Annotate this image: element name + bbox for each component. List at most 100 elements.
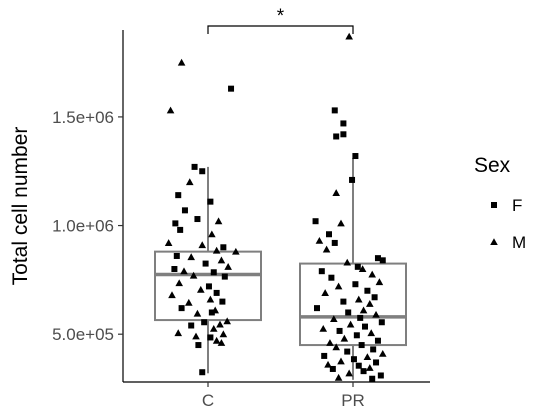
data-point-f	[331, 107, 338, 114]
data-point-m	[174, 329, 183, 337]
data-point-f	[364, 287, 371, 294]
data-point-f	[312, 218, 319, 225]
data-point-f	[220, 244, 227, 251]
data-point-m	[326, 339, 334, 346]
data-point-m	[332, 343, 340, 351]
data-point-m	[232, 247, 240, 255]
data-point-m	[177, 58, 186, 66]
data-point-f	[349, 176, 356, 183]
data-point-m	[208, 230, 216, 238]
data-point-m	[358, 265, 367, 273]
data-point-m	[354, 295, 363, 303]
data-point-m	[337, 219, 345, 227]
data-point-m	[185, 298, 193, 306]
data-point-m	[197, 285, 205, 293]
data-point-m	[332, 189, 340, 197]
data-point-f	[213, 289, 220, 296]
data-point-m	[219, 330, 228, 338]
legend-label: M	[512, 233, 526, 252]
data-point-m	[324, 360, 332, 368]
box-iqr	[299, 262, 407, 347]
y-axis-title: Total cell number	[9, 127, 32, 286]
boxes-layer	[154, 158, 407, 380]
data-point-m	[372, 310, 380, 318]
data-point-m	[315, 236, 324, 244]
data-point-f	[314, 305, 320, 312]
box-c	[154, 166, 262, 374]
data-point-m	[321, 289, 329, 296]
data-point-f	[208, 309, 215, 316]
data-point-m	[209, 324, 218, 332]
data-point-f	[352, 281, 359, 288]
data-point-f	[378, 319, 385, 326]
data-point-m	[166, 106, 175, 114]
data-point-f	[331, 239, 338, 246]
data-point-f	[181, 207, 188, 214]
data-point-f	[340, 131, 347, 138]
data-point-m	[198, 241, 207, 249]
data-point-f	[336, 327, 343, 334]
data-point-m	[175, 279, 183, 287]
data-point-m	[359, 306, 368, 314]
data-point-f	[333, 133, 340, 140]
data-point-m	[212, 246, 221, 254]
significance-label: *	[277, 6, 285, 27]
data-point-f	[329, 365, 336, 372]
data-point-f	[374, 337, 381, 344]
y-tick-label: 5.0e+05	[52, 325, 114, 344]
data-point-m	[345, 369, 353, 377]
data-point-f	[205, 283, 212, 290]
data-point-m	[322, 245, 331, 253]
data-point-f	[350, 356, 357, 363]
data-point-f	[191, 163, 198, 170]
data-point-m	[212, 336, 221, 344]
data-point-f	[210, 269, 217, 276]
data-point-m	[206, 295, 215, 303]
data-point-f	[318, 268, 325, 275]
data-point-m	[340, 334, 349, 342]
data-point-m	[192, 332, 200, 340]
data-point-m	[334, 282, 343, 290]
data-point-f	[199, 168, 206, 175]
legend-title: Sex	[474, 154, 511, 177]
data-point-m	[223, 317, 231, 325]
data-point-f	[340, 298, 347, 305]
box-iqr	[154, 250, 262, 322]
data-point-f	[219, 298, 226, 305]
data-point-f	[326, 231, 332, 238]
data-point-m	[180, 267, 188, 275]
data-point-f	[377, 372, 384, 379]
box-pr	[299, 158, 407, 380]
data-point-f	[369, 375, 376, 382]
data-point-f	[199, 369, 206, 376]
data-point-m	[214, 217, 223, 225]
axes: 5.0e+05 1.0e+06 1.5e+06 C PR Total cell num…	[9, 30, 430, 410]
data-point-f	[175, 192, 182, 199]
data-point-m	[367, 329, 376, 337]
data-point-m	[187, 253, 195, 261]
data-point-m	[368, 270, 376, 278]
significance-bracket: *	[207, 6, 354, 34]
data-point-f	[188, 322, 195, 329]
data-point-m	[168, 291, 176, 299]
x-tick-label: C	[202, 391, 214, 410]
data-point-m	[224, 263, 232, 270]
data-point-f	[370, 346, 377, 353]
data-point-f	[371, 294, 378, 301]
data-point-f	[340, 120, 347, 127]
plot-area	[154, 32, 407, 382]
data-point-m	[193, 309, 202, 317]
data-point-f	[358, 342, 365, 349]
data-point-f	[345, 309, 352, 316]
legend-label: F	[512, 196, 522, 215]
data-point-m	[189, 271, 198, 279]
legend-key-triangle	[490, 238, 498, 246]
data-point-m	[334, 373, 343, 381]
data-point-f	[207, 334, 214, 341]
data-point-f	[195, 342, 202, 349]
data-point-m	[346, 320, 355, 328]
data-point-f	[172, 220, 179, 227]
data-point-m	[319, 324, 328, 332]
data-point-m	[337, 357, 345, 365]
data-point-f	[354, 263, 361, 270]
